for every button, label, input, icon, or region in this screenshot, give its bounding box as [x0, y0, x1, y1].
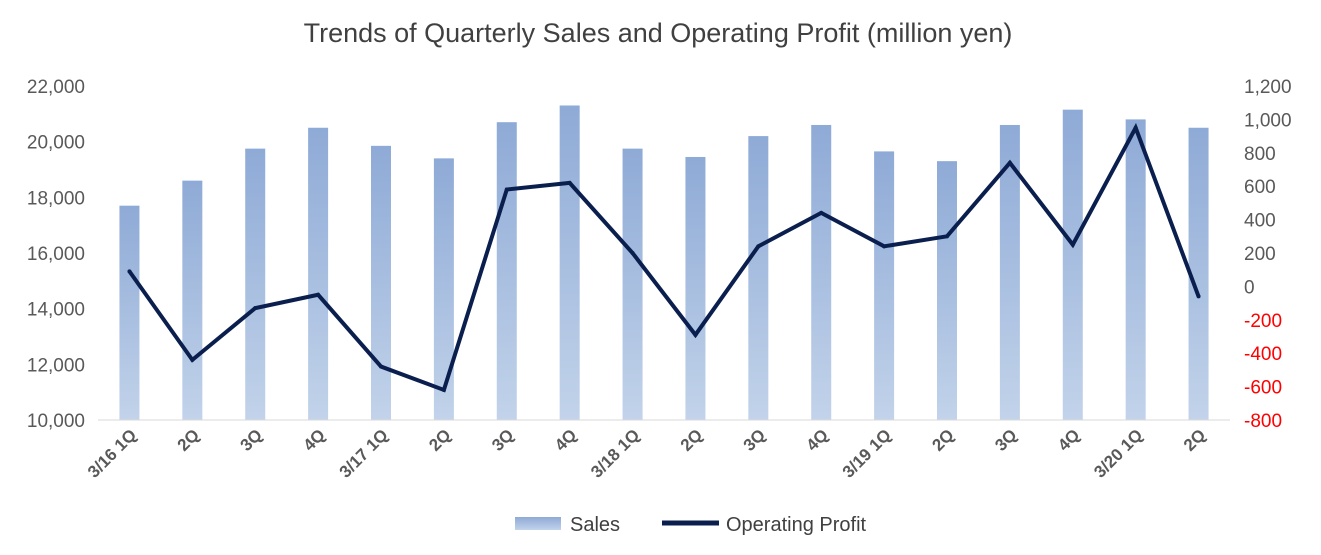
right-tick-label: 0 [1244, 277, 1255, 298]
right-axis-ticks: -800 -600 -400 -200 0 200 400 600 800 1,000 1,200 [1244, 77, 1292, 432]
sales-bar [685, 156, 706, 420]
x-tick-label: 3/16 1Q [84, 425, 140, 481]
right-tick-label: 1,000 [1244, 110, 1292, 131]
x-tick-label: 3Q [488, 425, 517, 454]
right-tick-label: -600 [1244, 378, 1282, 399]
left-axis-ticks: 10,000 12,000 14,000 16,000 18,000 20,000 22,0… [27, 77, 85, 432]
operating-profit-point [1007, 160, 1012, 165]
operating-profit-point [316, 292, 321, 297]
sales-bar [308, 127, 329, 420]
operating-profit-point [127, 269, 132, 274]
sales-bar [245, 148, 266, 420]
operating-profit-point [819, 210, 824, 215]
sales-bar [182, 180, 203, 420]
right-tick-label: 1,200 [1244, 77, 1292, 98]
sales-bar [1062, 109, 1083, 421]
left-tick-label: 12,000 [27, 355, 85, 376]
sales-bar [1188, 127, 1209, 420]
left-tick-label: 22,000 [27, 77, 85, 98]
sales-bar [622, 148, 643, 420]
operating-profit-point [945, 234, 949, 239]
operating-profit-point [253, 306, 258, 311]
sales-bar [496, 122, 517, 420]
legend-label-operating-profit: Operating Profit [726, 514, 867, 536]
right-tick-label: 800 [1244, 144, 1276, 165]
operating-profit-point [693, 332, 698, 337]
legend-swatch-sales [515, 517, 561, 530]
operating-profit-point [567, 180, 572, 185]
sales-bar [559, 105, 580, 420]
operating-profit-point [441, 387, 446, 392]
operating-profit-series [127, 122, 1201, 393]
x-tick-label: 3Q [237, 425, 266, 454]
left-tick-label: 16,000 [27, 244, 85, 265]
sales-bar [999, 124, 1020, 420]
operating-profit-line [127, 122, 1201, 393]
x-tick-label: 4Q [1054, 425, 1083, 454]
x-tick-label: 3/20 1Q [1090, 425, 1146, 481]
x-tick-label: 2Q [1180, 425, 1209, 454]
operating-profit-point [1133, 125, 1138, 130]
sales-bar [937, 161, 957, 420]
operating-profit-point [379, 364, 383, 369]
x-tick-label: 3/18 1Q [587, 425, 643, 481]
x-tick-label: 2Q [677, 425, 706, 454]
right-tick-label: 600 [1244, 177, 1276, 198]
legend: Sales Operating Profit [515, 514, 867, 536]
right-tick-label: -200 [1244, 311, 1282, 332]
right-tick-label: 400 [1244, 211, 1276, 232]
operating-profit-point [190, 357, 195, 362]
operating-profit-point [504, 187, 509, 192]
right-tick-label: -800 [1244, 411, 1282, 432]
operating-profit-point [1196, 294, 1201, 299]
left-tick-label: 14,000 [27, 300, 85, 321]
right-tick-label: 200 [1244, 244, 1276, 265]
right-tick-label: -400 [1244, 344, 1282, 365]
left-tick-label: 10,000 [27, 411, 85, 432]
x-tick-label: 3Q [740, 425, 769, 454]
sales-bar [371, 145, 391, 420]
x-tick-label: 3/19 1Q [839, 425, 895, 481]
sales-bar [119, 205, 140, 420]
x-tick-label: 4Q [299, 425, 328, 454]
x-tick-label: 2Q [928, 425, 957, 454]
operating-profit-point [1070, 242, 1075, 247]
x-tick-label: 2Q [174, 425, 203, 454]
legend-label-sales: Sales [570, 514, 620, 536]
sales-bar [1125, 119, 1146, 421]
x-tick-label: 4Q [551, 425, 580, 454]
sales-bars [119, 105, 1209, 421]
x-tick-label: 4Q [803, 425, 832, 454]
sales-bar [874, 151, 895, 421]
sales-bar [748, 136, 769, 420]
operating-profit-point [630, 251, 635, 255]
operating-profit-point [756, 244, 761, 249]
sales-bar [433, 158, 454, 420]
operating-profit-point [882, 244, 887, 249]
sales-bar [811, 124, 832, 420]
left-tick-label: 20,000 [27, 133, 85, 154]
x-tick-label: 2Q [425, 425, 454, 454]
chart-title: Trends of Quarterly Sales and Operating … [304, 18, 1013, 48]
x-tick-label: 3Q [991, 425, 1020, 454]
x-axis-ticks: 3/16 1Q 2Q 3Q 4Q 3/17 1Q 2Q 3Q 4Q 3/18 1Q 2Q 3Q 4Q 3… [84, 425, 1209, 481]
x-tick-label: 3/17 1Q [336, 425, 392, 481]
left-tick-label: 18,000 [27, 188, 85, 209]
